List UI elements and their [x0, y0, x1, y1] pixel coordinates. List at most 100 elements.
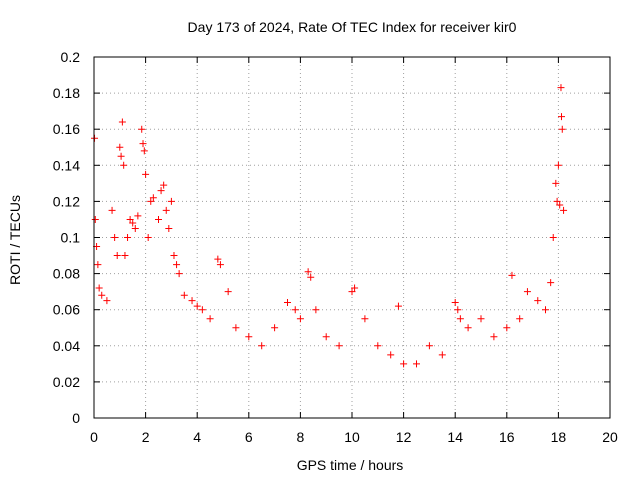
data-point [117, 152, 125, 160]
data-point [456, 315, 464, 323]
data-point [554, 161, 562, 169]
data-point [108, 206, 116, 214]
y-tick-label: 0 [72, 410, 80, 426]
y-tick-label: 0.06 [53, 302, 80, 318]
data-point [490, 333, 498, 341]
data-point [335, 342, 343, 350]
data-point [425, 342, 433, 350]
data-point [94, 261, 102, 269]
data-point [307, 273, 315, 281]
data-point [451, 298, 459, 306]
data-point [162, 206, 170, 214]
data-point [173, 261, 181, 269]
data-point [258, 342, 266, 350]
data-point [91, 215, 99, 223]
data-point [147, 197, 155, 205]
data-point [438, 351, 446, 359]
y-tick-label: 0.2 [61, 49, 81, 65]
data-point [188, 297, 196, 305]
data-point [120, 161, 128, 169]
axis-ticks [93, 56, 611, 419]
y-tick-label: 0.08 [53, 266, 80, 282]
grid-lines [94, 57, 610, 418]
data-point [232, 324, 240, 332]
data-point [312, 306, 320, 314]
data-point [503, 324, 511, 332]
data-point [387, 351, 395, 359]
x-tick-label: 14 [447, 429, 463, 445]
data-point [95, 284, 103, 292]
y-tick-label: 0.16 [53, 121, 80, 137]
data-point [558, 125, 566, 133]
data-point [552, 179, 560, 187]
data-point [296, 315, 304, 323]
data-point [560, 206, 568, 214]
data-point [454, 306, 462, 314]
x-tick-label: 18 [551, 429, 567, 445]
x-tick-label: 10 [344, 429, 360, 445]
data-point [126, 215, 134, 223]
data-point [160, 181, 168, 189]
data-point [516, 315, 524, 323]
y-tick-label: 0.12 [53, 193, 80, 209]
data-point [144, 234, 152, 241]
data-point [245, 333, 253, 341]
data-point [556, 201, 564, 209]
data-point [170, 252, 178, 260]
data-point [400, 360, 408, 368]
data-point [98, 291, 106, 299]
data-point [131, 224, 139, 232]
x-tick-label: 0 [90, 429, 98, 445]
data-point [206, 315, 214, 323]
data-point [348, 288, 356, 296]
data-point [121, 252, 129, 260]
data-point [477, 315, 485, 323]
data-point [165, 224, 173, 232]
data-point [553, 197, 561, 205]
data-point [111, 234, 119, 241]
data-point [542, 306, 549, 314]
data-point [351, 284, 359, 292]
data-point [103, 297, 111, 305]
data-point [193, 302, 201, 310]
data-point [155, 215, 162, 223]
data-point [129, 219, 137, 227]
data-point [142, 170, 150, 178]
x-tick-label: 2 [142, 429, 150, 445]
data-point [118, 118, 126, 126]
data-point [180, 291, 188, 299]
data-point [374, 342, 382, 350]
data-point [216, 261, 224, 269]
x-tick-label: 8 [297, 429, 305, 445]
data-point [557, 84, 565, 92]
x-tick-label: 4 [193, 429, 201, 445]
data-point [547, 279, 555, 287]
data-point [322, 333, 330, 341]
data-point [140, 147, 148, 155]
data-point [139, 140, 147, 148]
y-tick-label: 0.14 [53, 157, 80, 173]
data-point [214, 255, 222, 263]
data-point [464, 324, 472, 332]
y-tick-label: 0.18 [53, 85, 80, 101]
data-point [557, 113, 565, 121]
data-point [413, 360, 420, 368]
data-point [113, 252, 121, 260]
data-points [91, 84, 568, 368]
data-point [284, 298, 291, 306]
x-axis-label: GPS time / hours [297, 457, 404, 473]
y-tick-label: 0.02 [53, 374, 80, 390]
data-point [124, 234, 132, 241]
y-tick-label: 0.04 [53, 338, 80, 354]
data-point [167, 197, 175, 205]
data-point [175, 270, 183, 278]
data-point [394, 302, 402, 310]
data-point [134, 212, 142, 220]
data-point [116, 143, 124, 151]
data-point [198, 306, 206, 314]
data-point [361, 315, 369, 323]
x-tick-label: 12 [396, 429, 412, 445]
data-point [549, 234, 557, 241]
y-axis-label: ROTI / TECUs [7, 195, 23, 285]
